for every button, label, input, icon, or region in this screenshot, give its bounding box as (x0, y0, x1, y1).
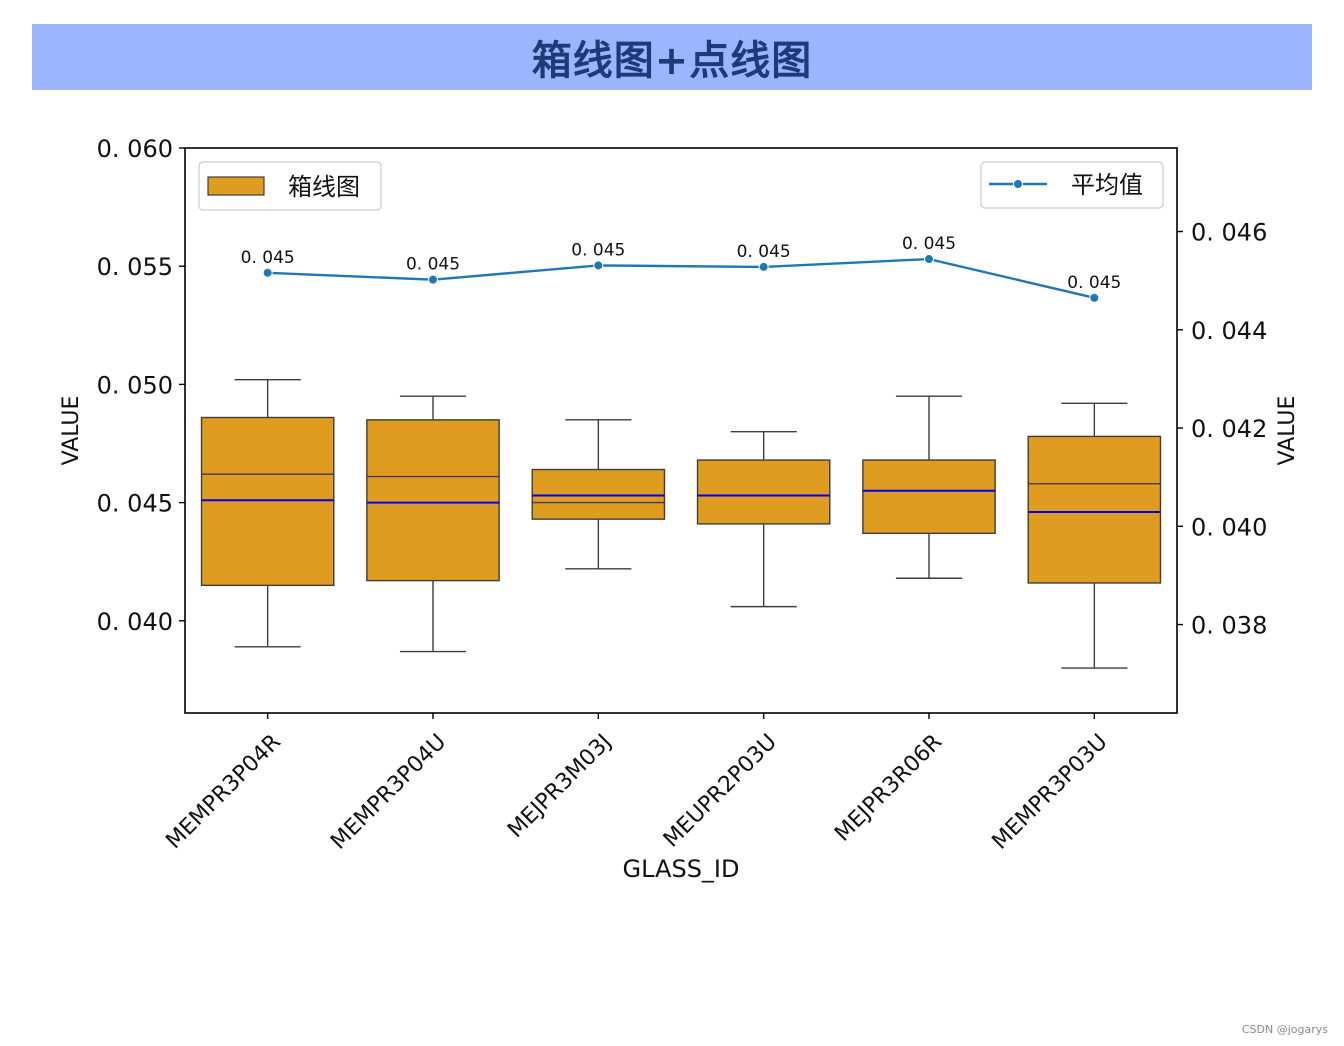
page-title: 箱线图+点线图 (531, 38, 813, 84)
left-y-tick-label: 0. 040 (97, 608, 173, 636)
x-tick-label: MEMPR3P04R (161, 730, 285, 854)
left-y-axis-label: VALUE (59, 396, 84, 466)
legend-box-swatch (207, 176, 265, 196)
credit-watermark: CSDN @jogarys (1241, 1023, 1328, 1036)
legend-line-frame (980, 161, 1164, 209)
mean-point-label: 0. 045 (1067, 273, 1121, 293)
box-body (1027, 435, 1162, 584)
legend-line-marker (1013, 179, 1023, 189)
mean-point (924, 254, 934, 265)
left-y-tick-label: 0. 060 (97, 135, 173, 163)
box-body (531, 468, 666, 520)
left-y-tick-label: 0. 050 (97, 371, 173, 399)
box-body (200, 416, 335, 587)
right-y-tick-label: 0. 038 (1191, 612, 1267, 640)
left-y-tick-label: 0. 055 (97, 253, 173, 281)
mean-point (428, 274, 438, 285)
mean-point (1089, 292, 1100, 303)
box-body (366, 419, 500, 582)
title-banner: 箱线图+点线图 (32, 24, 1312, 90)
mean-point-label: 0. 045 (241, 248, 295, 268)
box-body (862, 459, 996, 535)
mean-series-line (267, 257, 1095, 300)
plot-frame (184, 147, 1178, 714)
legend-box-frame (198, 161, 382, 211)
right-y-tick-label: 0. 044 (1191, 317, 1267, 345)
x-tick-label: MEJPR3M03J (503, 730, 616, 843)
x-tick-label: MEJPR3R06R (830, 730, 947, 847)
mean-point-label: 0. 045 (902, 234, 956, 254)
mean-point (593, 260, 604, 271)
legend-box-label: 箱线图 (288, 173, 360, 201)
box-body (696, 459, 831, 525)
right-y-tick-label: 0. 046 (1191, 219, 1267, 247)
right-y-tick-label: 0. 042 (1191, 415, 1267, 443)
x-tick-label: MEUPR2P03U (659, 730, 782, 853)
mean-point-label: 0. 045 (737, 242, 791, 262)
left-y-tick-label: 0. 045 (97, 490, 173, 518)
x-tick-label: MEMPR3P03U (988, 730, 1113, 855)
mean-point (758, 261, 769, 272)
x-tick-label: MEMPR3P04U (326, 730, 451, 855)
x-axis-label: GLASS_ID (623, 855, 740, 883)
legend-line-label: 平均值 (1071, 171, 1143, 199)
mean-point-label: 0. 045 (406, 255, 460, 275)
right-y-tick-label: 0. 040 (1191, 513, 1267, 541)
right-y-axis-label: VALUE (1275, 396, 1300, 466)
mean-point (262, 267, 273, 278)
mean-point-label: 0. 045 (571, 240, 625, 260)
